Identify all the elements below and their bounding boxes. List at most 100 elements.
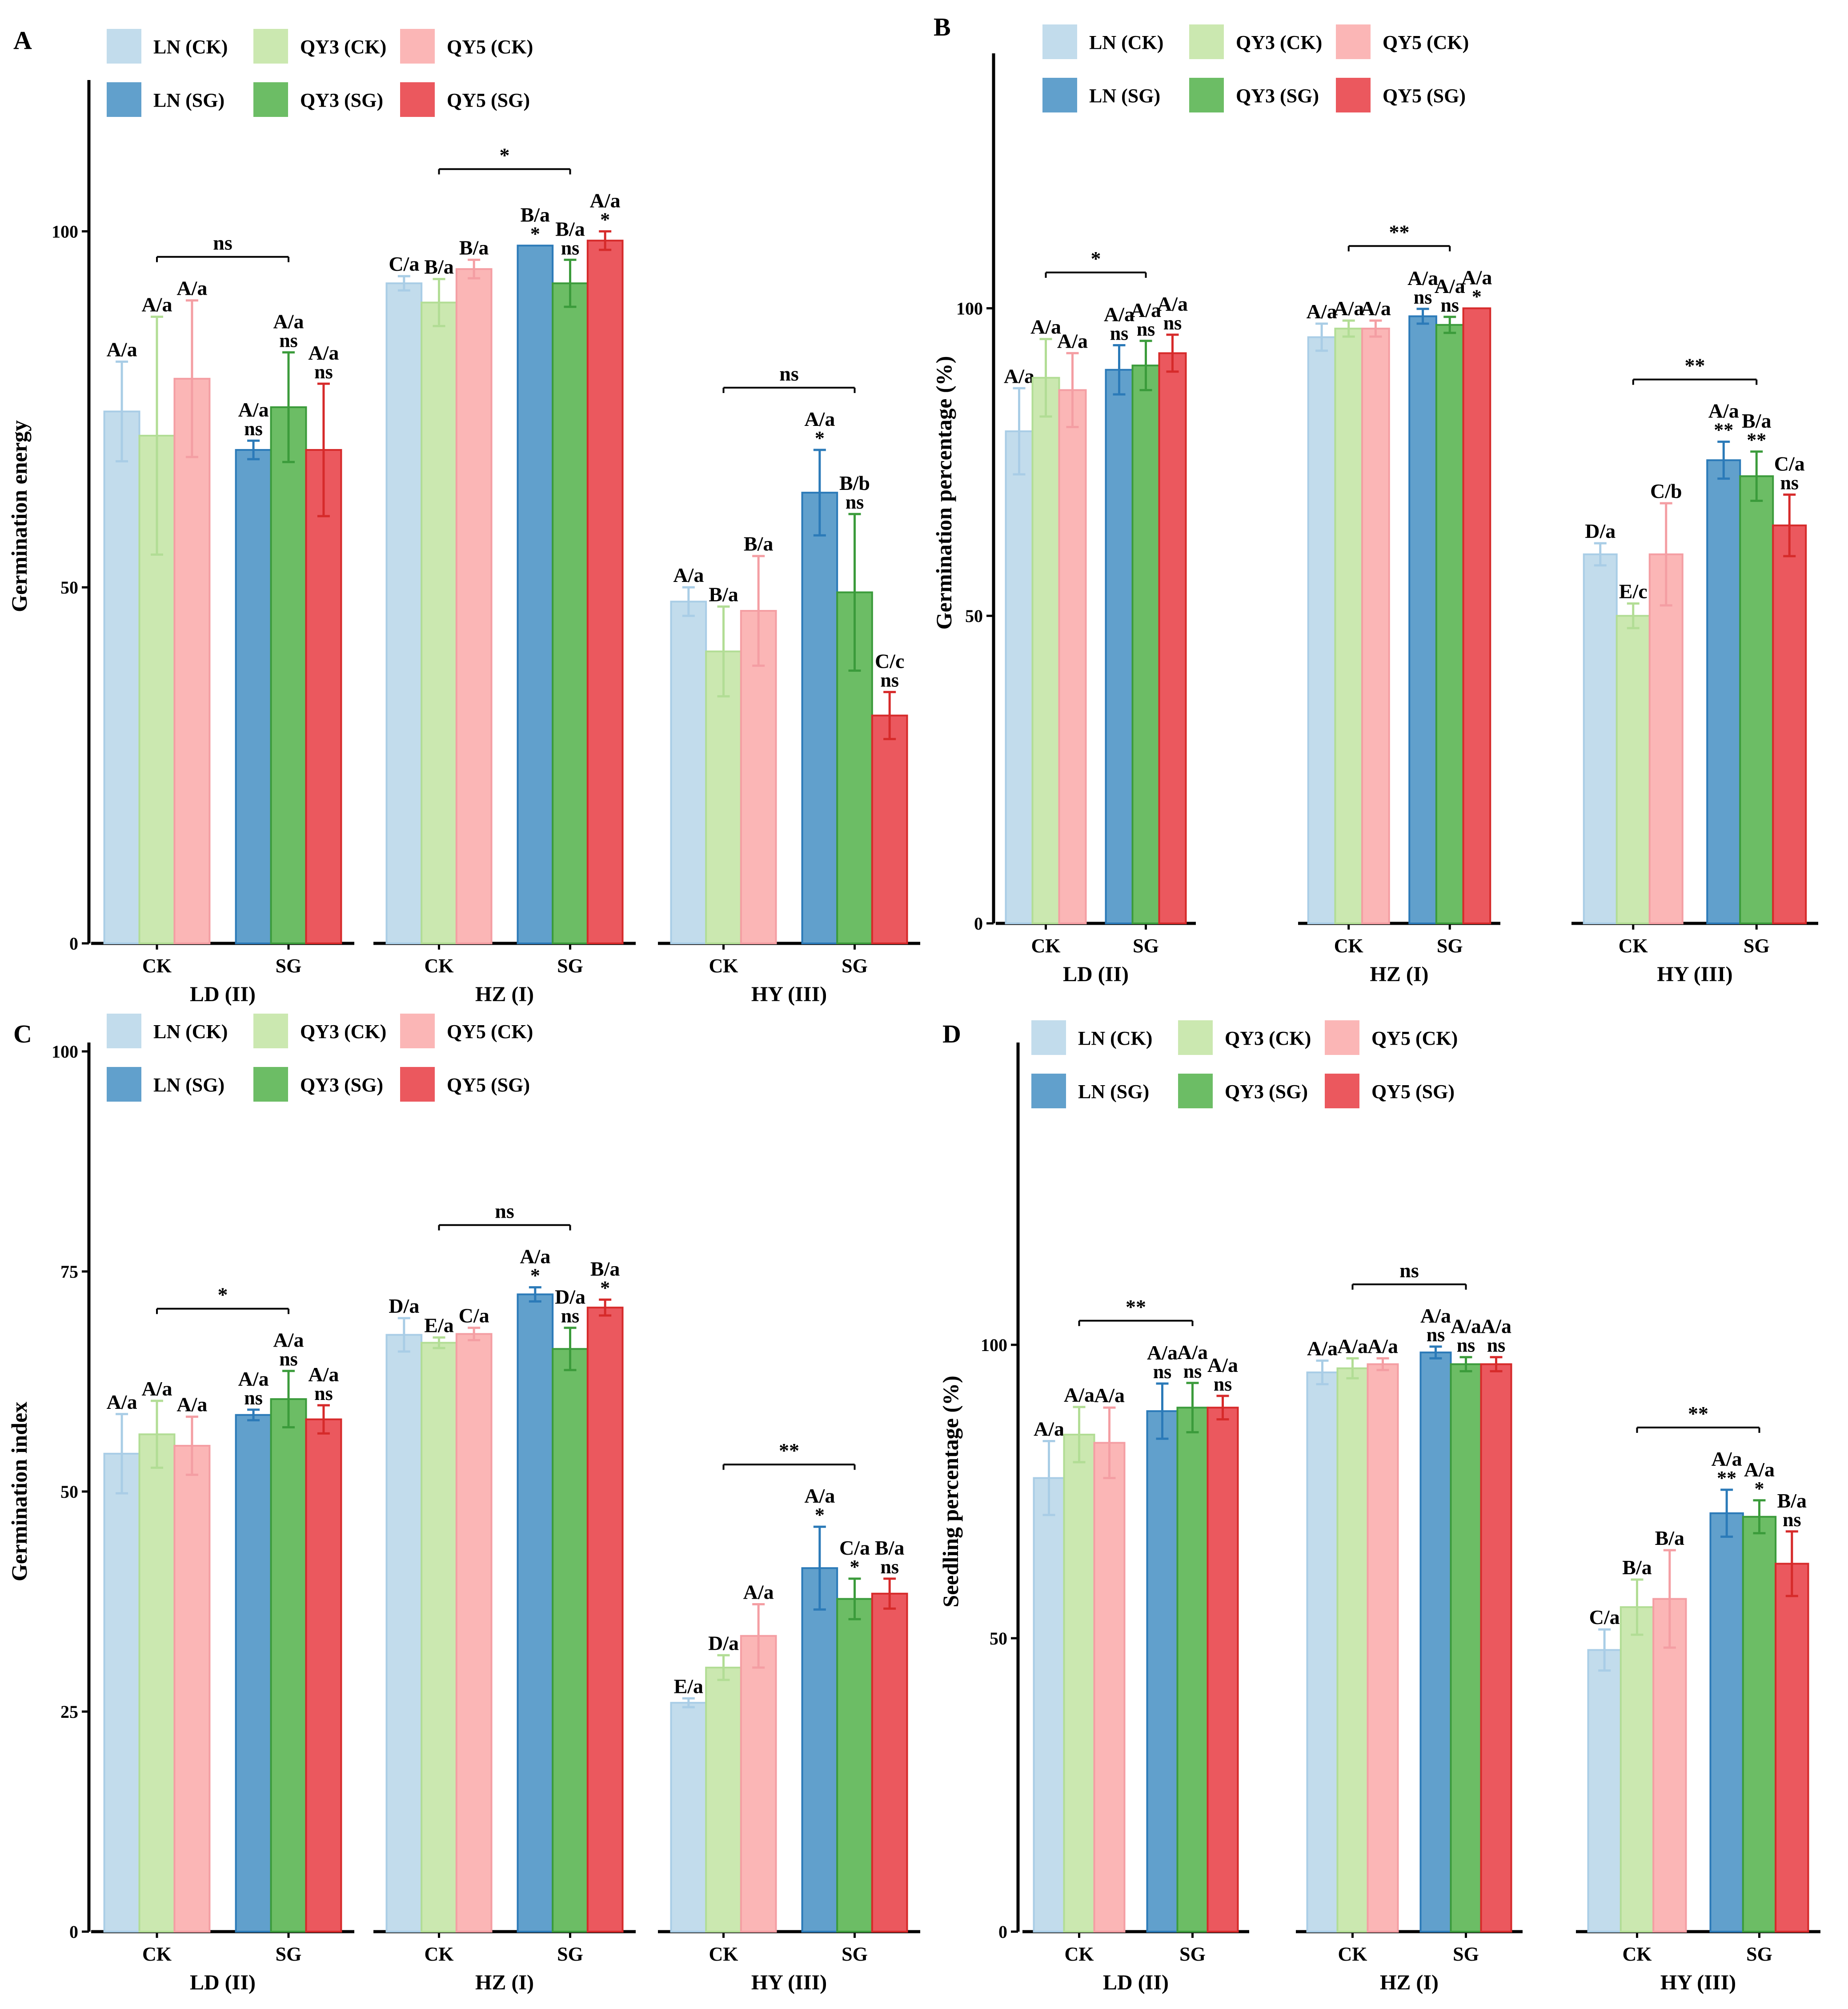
significance-mark: ns [279, 1348, 298, 1370]
data-bar [1739, 475, 1774, 924]
letter-label: B/a [459, 236, 489, 259]
data-bar [305, 449, 342, 944]
data-bar [1131, 365, 1160, 924]
comparison-significance: ns [1399, 1259, 1419, 1282]
significance-mark: ns [244, 1387, 263, 1409]
significance-mark: ns [880, 670, 899, 691]
data-bar [705, 1667, 742, 1933]
letter-label: A/a [273, 1329, 304, 1351]
legend-label: QY5 (CK) [447, 1021, 533, 1043]
letter-label: A/a [804, 408, 835, 430]
significance-mark: * [530, 1265, 540, 1287]
comparison-significance: ** [1389, 221, 1410, 243]
facet-label: HZ (I) [475, 982, 534, 1006]
panel-letter: A [13, 26, 32, 55]
letter-label: A/a [1420, 1304, 1451, 1327]
letter-label: B/a [590, 1257, 620, 1280]
data-bar [270, 406, 307, 945]
letter-label: A/a [1004, 365, 1034, 387]
data-bar [421, 1342, 457, 1933]
data-bar [103, 410, 140, 944]
x-tick-label: SG [557, 1943, 583, 1965]
data-bar [1620, 1606, 1655, 1933]
letter-label: A/a [1034, 1417, 1064, 1440]
letter-label: A/a [743, 1580, 774, 1603]
facet-label: HY (III) [1660, 1971, 1736, 1994]
y-tick-label: 50 [60, 1482, 78, 1502]
data-bar [1462, 307, 1491, 924]
panel-letter: D [942, 1019, 961, 1048]
chart-panel-a: A 0 50 100 Germination energy LN (CK) QY3 (CK)… [7, 26, 920, 1006]
x-tick-label: CK [142, 955, 172, 977]
letter-label: B/a [875, 1536, 904, 1559]
legend-label: QY3 (CK) [300, 36, 386, 58]
letter-label: A/a [1064, 1383, 1094, 1406]
data-bar [1742, 1516, 1777, 1933]
letter-label: A/a [1461, 266, 1492, 289]
chart-panel-b: B 0 50 100 Germination percentage (%) LN (CK)… [931, 12, 1818, 986]
legend-label: QY3 (CK) [1225, 1027, 1311, 1049]
data-bar [670, 1702, 707, 1933]
data-bar [871, 714, 908, 944]
data-bar [1480, 1363, 1512, 1933]
legend-swatch [1042, 24, 1077, 59]
y-axis-title: Germination energy [7, 420, 32, 612]
significance-mark: ns [1427, 1324, 1445, 1346]
data-bar [871, 1592, 908, 1933]
significance-mark: ns [1163, 312, 1182, 334]
legend-label: QY3 (SG) [1236, 85, 1319, 107]
data-bar [235, 1414, 272, 1933]
letter-label: A/a [1708, 400, 1739, 422]
letter-label: A/a [1130, 299, 1161, 321]
legend-label: QY5 (SG) [1383, 85, 1466, 107]
significance-mark: ns [1780, 472, 1799, 494]
legend-swatch [107, 82, 141, 117]
y-tick-label: 75 [60, 1262, 78, 1282]
legend-swatch [1336, 24, 1371, 59]
x-tick-label: SG [276, 955, 302, 977]
significance-mark: * [1755, 1478, 1764, 1500]
data-bar [455, 268, 493, 944]
legend-swatch [1042, 78, 1077, 112]
legend-swatch [253, 29, 288, 64]
letter-label: A/a [1094, 1384, 1125, 1407]
letter-label: A/a [804, 1484, 835, 1507]
y-tick-label: 50 [60, 577, 78, 597]
legend-label: QY3 (CK) [1236, 32, 1322, 53]
x-tick-label: SG [842, 1943, 868, 1965]
data-bar [1105, 369, 1134, 924]
significance-mark: ns [279, 330, 298, 352]
chart-panel-d: D 0 50 100 Seedling percentage (%) LN (CK) QY3… [938, 1019, 1820, 1994]
data-bar [138, 1433, 176, 1933]
x-tick-label: SG [1179, 1943, 1206, 1965]
x-tick-label: CK [142, 1943, 172, 1965]
legend-swatch [1031, 1020, 1066, 1055]
data-bar [455, 1333, 493, 1933]
x-tick-label: SG [842, 955, 868, 977]
legend-label: LN (CK) [153, 36, 228, 58]
data-bar [1648, 553, 1684, 925]
letter-label: A/a [590, 189, 621, 212]
legend-label: LN (SG) [1089, 85, 1160, 107]
legend-label: QY5 (CK) [1383, 32, 1469, 53]
data-bar [801, 492, 838, 944]
legend-label: QY5 (CK) [1371, 1027, 1458, 1049]
data-bar [385, 282, 423, 944]
legend-swatch [1325, 1074, 1359, 1108]
letter-label: D/a [555, 1286, 585, 1308]
letter-label: A/a [1481, 1315, 1511, 1338]
significance-mark: ns [1153, 1361, 1172, 1383]
significance-mark: ns [880, 1556, 899, 1578]
data-bar [1583, 553, 1618, 925]
y-tick-label: 0 [69, 934, 78, 954]
x-tick-label: SG [1437, 935, 1463, 957]
letter-label: A/a [1057, 329, 1088, 352]
letter-label: A/a [142, 293, 172, 316]
legend-label: QY5 (SG) [447, 89, 530, 111]
legend-swatch [1189, 24, 1224, 59]
letter-label: E/a [424, 1314, 453, 1337]
data-bar [1207, 1407, 1239, 1933]
significance-mark: * [815, 427, 825, 449]
significance-mark: * [850, 1556, 860, 1578]
facet-label: HY (III) [1657, 962, 1732, 986]
